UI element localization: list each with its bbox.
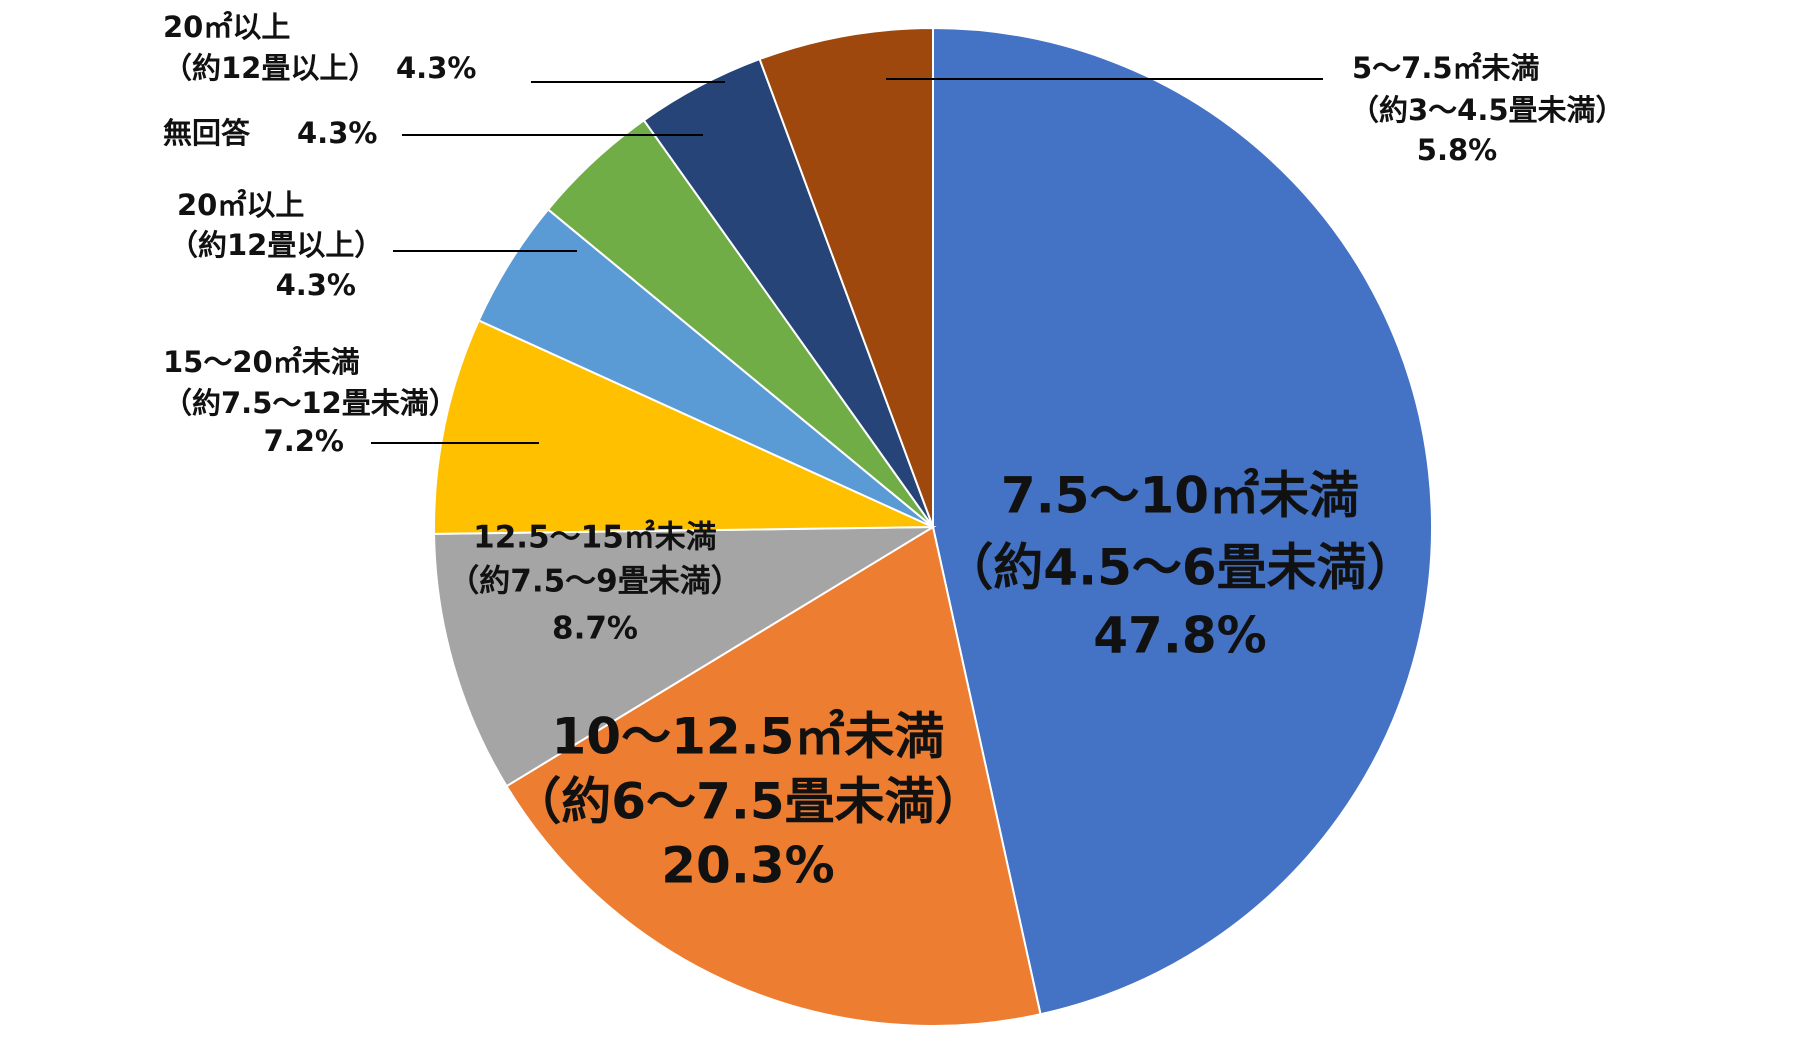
slice-label: 5～7.5㎡未満 (1352, 51, 1540, 85)
value-label: 4.3% (396, 51, 476, 85)
slice-label: （約6～7.5畳未満） (511, 773, 984, 831)
value-label: 47.8% (1093, 607, 1266, 665)
value-label: 7.2% (264, 424, 344, 458)
slice-label: 20㎡以上 (163, 10, 290, 44)
slice-label: （約7.5～12畳未満） (163, 386, 458, 420)
value-label: 4.3% (297, 116, 377, 150)
slice-label: （約4.5～6畳未満） (943, 539, 1416, 597)
pie-slice (758, 26, 934, 528)
slice-label: 7.5～10㎡未満 (1001, 467, 1359, 525)
value-label: 4.3% (276, 268, 356, 302)
slice-label: （約3～4.5畳未満） (1350, 93, 1625, 127)
pie-slice (505, 525, 1042, 1028)
slice-label: 15～20㎡未満 (163, 345, 360, 379)
value-label: 8.7% (552, 611, 638, 647)
value-label: 20.3% (661, 837, 834, 895)
pie-slice (433, 525, 937, 788)
value-label: 5.8% (1417, 133, 1497, 167)
slice-label: 12.5～15㎡未満 (473, 520, 717, 556)
slice-label: （約7.5～9畳未満） (448, 564, 742, 600)
slice-label: 無回答 (163, 116, 251, 150)
slice-label: （約12畳以上） (169, 228, 383, 262)
pie-slice (932, 26, 1433, 1016)
pie-slice (433, 319, 934, 535)
slice-label: 10～12.5㎡未満 (552, 708, 945, 766)
slice-label: （約12畳以上） (163, 51, 377, 85)
slice-label: 20㎡以上 (177, 188, 304, 222)
